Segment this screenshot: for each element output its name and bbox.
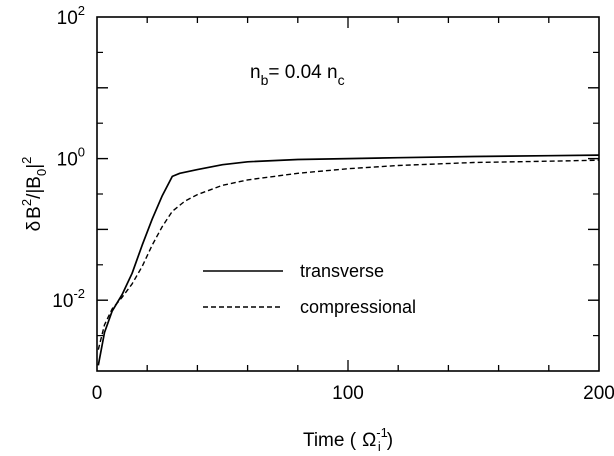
y-tick-label: 10-2 xyxy=(52,286,85,312)
tick-labels: 0 100 200 102 100 10-2 xyxy=(52,3,614,404)
tick-marks xyxy=(97,17,599,371)
x-axis-label: Time (Ω-1 i) xyxy=(303,425,393,454)
y-tick-label: 100 xyxy=(57,145,85,171)
legend: transverse compressional xyxy=(203,261,416,317)
x-tick-label: 0 xyxy=(92,383,103,404)
series-line-transverse xyxy=(97,154,600,366)
x-tick-label: 100 xyxy=(332,383,364,404)
x-tick-label: 200 xyxy=(583,383,614,404)
series-group xyxy=(97,154,600,366)
legend-label-transverse: transverse xyxy=(300,261,384,281)
y-tick-label: 102 xyxy=(57,3,85,29)
y-axis-label: δB2/|B0|2 xyxy=(19,157,49,232)
legend-label-compressional: compressional xyxy=(300,297,416,317)
density-annotation: nb= 0.04 nc xyxy=(250,62,345,88)
series-line-compressional xyxy=(97,159,600,350)
plot-frame xyxy=(96,16,600,372)
